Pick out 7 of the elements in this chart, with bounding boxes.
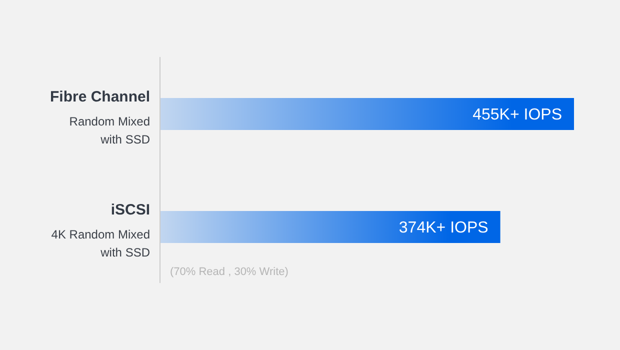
y-tick-label: Fibre Channel [50, 88, 150, 106]
annotation: (70% Read , 30% Write) [170, 266, 288, 278]
data-label: 374K+ IOPS [398, 220, 488, 237]
text: 4K Random Mixed with SSD [51, 228, 150, 260]
y-tick-label: iSCSI [110, 202, 150, 218]
text: Random Mixed with SSD [69, 114, 150, 146]
data-label: 455K+ IOPS [472, 106, 562, 124]
